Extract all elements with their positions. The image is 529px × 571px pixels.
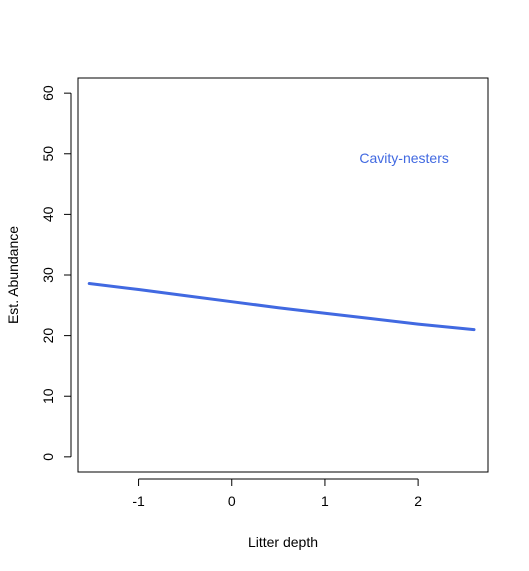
x-tick-label: -1 bbox=[132, 493, 145, 509]
series-annotation: Cavity-nesters bbox=[359, 150, 448, 166]
y-axis-label: Est. Abundance bbox=[5, 226, 21, 324]
series-layer bbox=[87, 282, 476, 332]
y-axis: 0 10 20 30 40 50 60 bbox=[40, 85, 72, 461]
x-tick-label: 1 bbox=[321, 493, 329, 509]
y-tick-label: 20 bbox=[40, 328, 56, 344]
x-axis-label: Litter depth bbox=[248, 534, 318, 550]
plot-frame bbox=[77, 77, 489, 473]
x-tick-label: 2 bbox=[414, 493, 422, 509]
x-tick-label: 0 bbox=[228, 493, 236, 509]
x-axis: -1 0 1 2 bbox=[132, 478, 422, 509]
y-tick-label: 60 bbox=[40, 85, 56, 101]
y-tick-label: 10 bbox=[40, 388, 56, 404]
y-tick-label: 40 bbox=[40, 206, 56, 222]
y-tick-label: 30 bbox=[40, 267, 56, 283]
y-tick-label: 0 bbox=[40, 453, 56, 461]
y-tick-label: 50 bbox=[40, 146, 56, 162]
series-line bbox=[87, 282, 476, 332]
